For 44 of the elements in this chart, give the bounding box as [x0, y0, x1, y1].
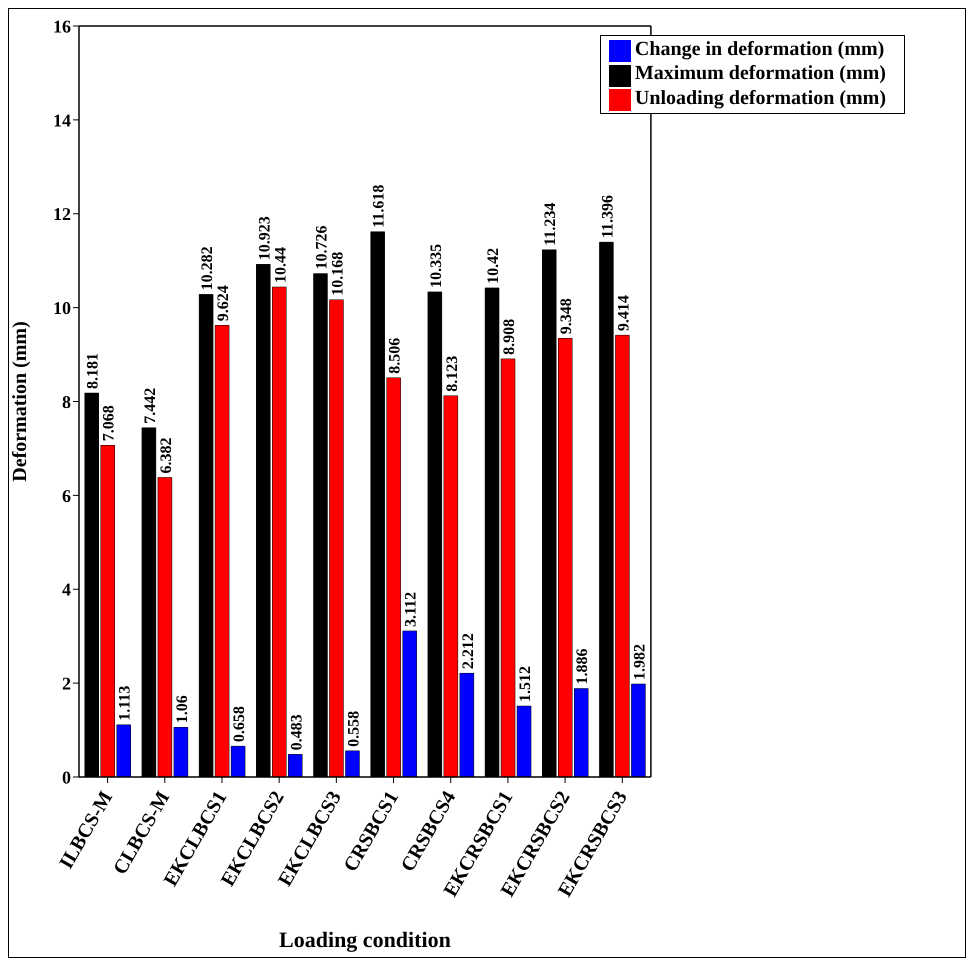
data-label: 8.908	[501, 318, 518, 355]
legend-label: Change in deformation (mm)	[634, 38, 884, 60]
x-axis-title: Loading condition	[279, 927, 451, 952]
data-label: 10.923	[256, 216, 274, 260]
data-label: 9.624	[215, 285, 232, 322]
data-label: 8.123	[444, 356, 461, 392]
data-label: 6.382	[158, 437, 175, 474]
data-label: 1.512	[517, 666, 534, 702]
data-label: 8.506	[386, 338, 404, 374]
y-tick-label: 0	[62, 767, 71, 788]
data-label: 9.348	[558, 298, 576, 334]
data-label: 10.168	[329, 252, 346, 296]
data-label: 1.886	[574, 648, 592, 684]
data-label: 1.982	[631, 644, 648, 680]
y-tick-label: 10	[53, 298, 71, 318]
y-tick-label: 2	[62, 674, 71, 694]
data-label: 2.212	[460, 633, 477, 670]
data-label: 8.181	[84, 353, 102, 390]
data-label: 10.335	[428, 244, 445, 288]
y-axis-title: Deformation (mm)	[9, 321, 32, 482]
data-label: 1.06	[174, 695, 191, 724]
data-label: 10.726	[313, 226, 330, 270]
data-label: 10.42	[485, 248, 502, 284]
data-label: 11.618	[370, 184, 388, 228]
legend-label: Maximum deformation (mm)	[634, 62, 886, 84]
data-label: 3.112	[402, 592, 420, 627]
y-tick-label: 6	[62, 486, 71, 506]
y-tick-label: 8	[62, 392, 71, 412]
data-label: 10.44	[272, 246, 290, 283]
data-label: 9.414	[615, 295, 632, 332]
data-label: 0.558	[345, 710, 362, 747]
data-label: 0.658	[231, 706, 248, 742]
data-label: 11.396	[599, 194, 616, 238]
data-label: 10.282	[199, 246, 216, 290]
data-label: 0.483	[288, 714, 306, 750]
data-label: 7.068	[100, 405, 118, 442]
data-label: 7.442	[142, 388, 159, 424]
y-tick-label: 12	[53, 204, 71, 224]
y-tick-label: 14	[53, 110, 71, 130]
y-tick-label: 4	[62, 580, 71, 600]
y-tick-label: 16	[53, 16, 71, 36]
data-label: 1.113	[116, 686, 134, 721]
data-label: 11.234	[542, 202, 560, 246]
legend-label: Unloading deformation (mm)	[634, 86, 886, 109]
